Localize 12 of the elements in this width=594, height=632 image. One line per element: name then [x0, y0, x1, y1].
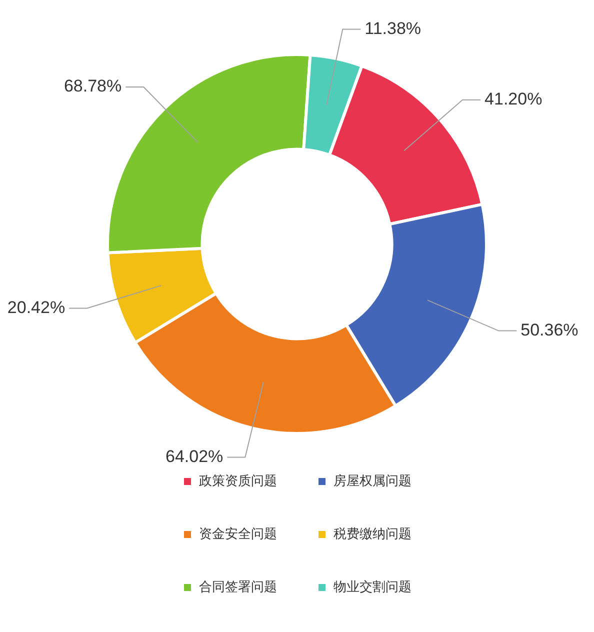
legend-label: 资金安全问题 [199, 526, 277, 542]
data-label: 68.78% [64, 76, 122, 96]
data-label: 11.38% [364, 18, 422, 38]
legend-label: 政策资质问题 [199, 474, 277, 489]
data-label: 64.02% [165, 446, 224, 466]
legend-label: 税费缴纳问题 [334, 526, 412, 542]
data-label: 50.36% [520, 320, 578, 340]
legend-label: 物业交割问题 [334, 578, 412, 595]
data-label: 41.20% [484, 90, 542, 109]
data-label: 20.42% [7, 298, 66, 317]
legend-label: 房屋权属问题 [334, 472, 412, 489]
legend-label: 合同签署问题 [199, 580, 277, 595]
